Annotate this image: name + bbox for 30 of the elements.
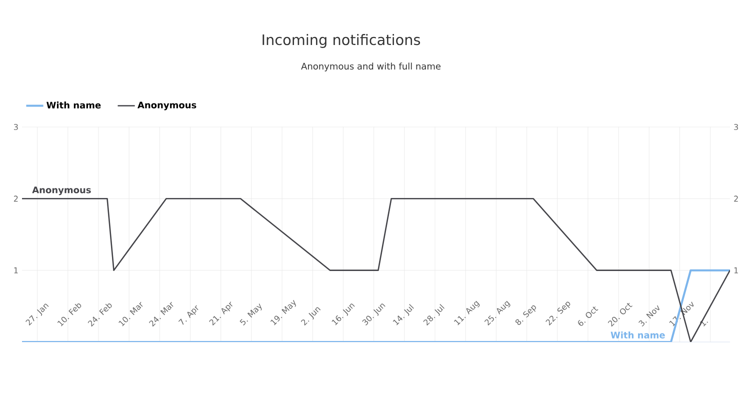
- y-tick-label: 1: [14, 267, 18, 274]
- chart-subtitle: Anonymous and with full name: [301, 62, 441, 72]
- x-tick-label: 10. Mar: [118, 302, 143, 326]
- x-tick-label: 30. Jun: [362, 304, 386, 326]
- x-tick-label: 6. Oct: [578, 306, 598, 326]
- x-tick-label: 14. Jul: [392, 304, 414, 326]
- legend-label: Anonymous: [138, 102, 196, 110]
- x-tick-label: 7. Apr: [178, 305, 198, 325]
- x-tick-label: 27. Jan: [26, 304, 49, 326]
- chart-title: Incoming notifications: [262, 34, 420, 48]
- y2-tick-label: 3: [734, 124, 738, 130]
- x-tick-label: 16. Jun: [332, 304, 355, 326]
- x-tick-label: 22. Sep: [546, 302, 570, 326]
- legend-label: With name: [46, 102, 101, 109]
- y-tick-label: 2: [14, 196, 18, 202]
- x-tick-label: 21. Apr: [209, 302, 232, 326]
- y-tick-label: 3: [14, 124, 18, 130]
- text: Anonymous: [32, 186, 91, 196]
- x-tick-label: 20. Oct: [608, 302, 632, 327]
- x-tick-label: 24. Mar: [149, 302, 174, 327]
- x-tick-label: 25. Aug: [484, 300, 510, 326]
- x-tick-label: 8. Sep: [515, 305, 536, 325]
- y2-tick-label: 1: [734, 267, 738, 274]
- x-tick-label: 28. Jul: [423, 304, 444, 326]
- x-tick-label: 11. Aug: [454, 300, 480, 326]
- y2-tick-label: 2: [734, 196, 738, 202]
- x-tick-label: 10. Feb: [57, 304, 82, 326]
- text: With name: [610, 331, 665, 338]
- x-tick-label: 3. Nov: [638, 305, 660, 326]
- x-tick-label: 24. Feb: [88, 304, 112, 327]
